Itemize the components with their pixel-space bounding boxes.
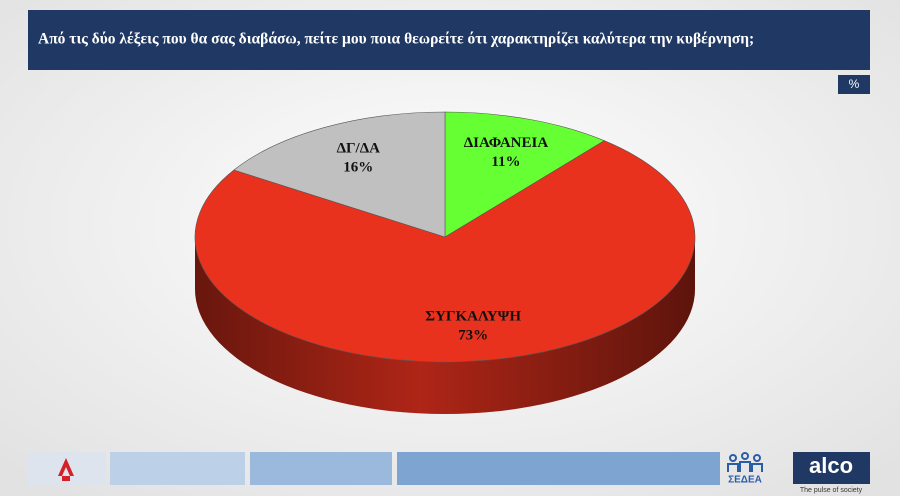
alpha-logo-base bbox=[62, 476, 70, 481]
tagline: The pulse of society bbox=[800, 487, 863, 494]
chart-title: Από τις δύο λέξεις που θα σας διαβάσω, π… bbox=[38, 31, 754, 48]
slice-label: ΔΙΑΦΑΝΕΙΑ bbox=[464, 135, 549, 151]
unit-badge bbox=[838, 75, 870, 94]
footer: ΣΕΔΕΑ alco The pulse of society bbox=[28, 452, 870, 494]
footer-band bbox=[110, 452, 245, 485]
slice-value-label: 16% bbox=[343, 160, 373, 176]
slice bbox=[194, 140, 696, 363]
sedea-icon bbox=[727, 452, 763, 472]
footer-band bbox=[250, 452, 392, 485]
slice-label: ΔΓ/ΔΑ bbox=[337, 141, 381, 157]
slice bbox=[233, 111, 446, 238]
unit-badge-text: % bbox=[849, 77, 860, 91]
title-bar bbox=[28, 10, 870, 70]
pie: ΔΙΑΦΑΝΕΙΑ 11% ΣΥΓΚΑΛΥΨΗ 73% ΔΓ/ΔΑ 16% bbox=[194, 111, 696, 414]
slice-value-label: 11% bbox=[491, 154, 520, 170]
sedea-logo: ΣΕΔΕΑ bbox=[728, 475, 762, 486]
slice-label: ΣΥΓΚΑΛΥΨΗ bbox=[425, 308, 521, 324]
alco-logo: alco bbox=[809, 453, 853, 478]
alpha-logo bbox=[58, 458, 74, 476]
footer-band bbox=[397, 452, 720, 485]
slice-value-label: 73% bbox=[458, 327, 488, 343]
slice-side-shade bbox=[195, 237, 695, 414]
alco-box bbox=[793, 452, 870, 484]
slice bbox=[444, 111, 606, 238]
